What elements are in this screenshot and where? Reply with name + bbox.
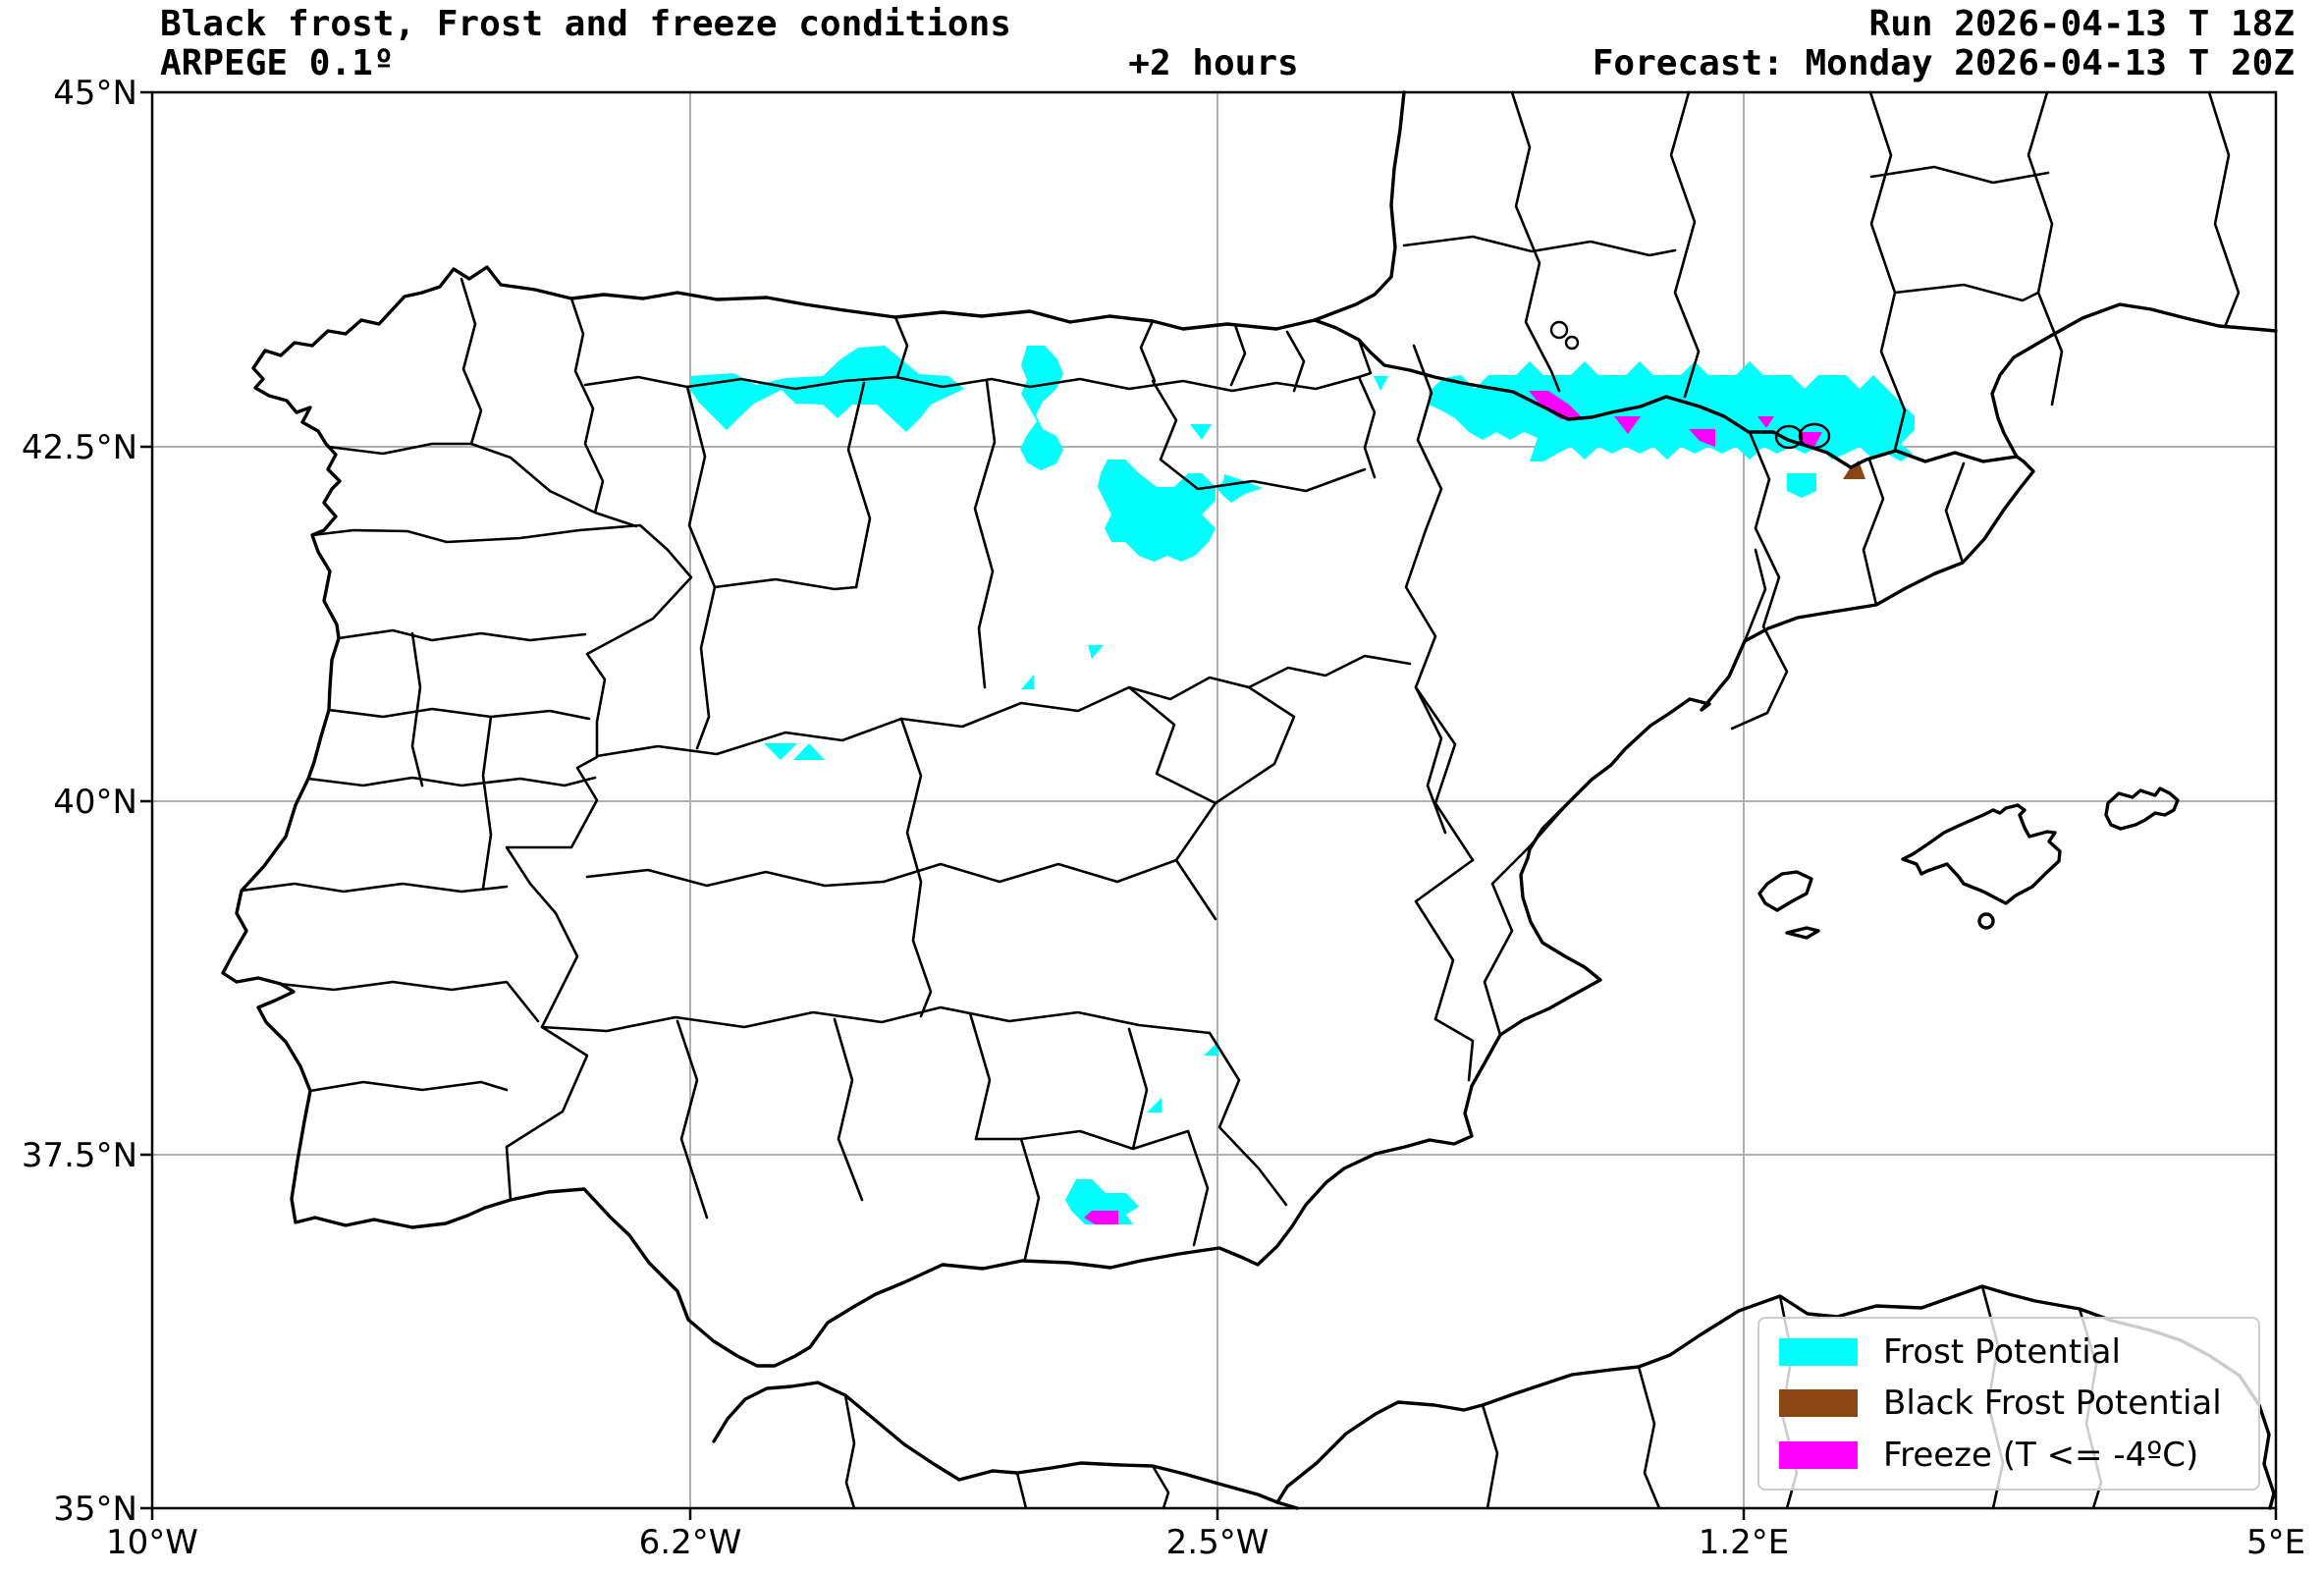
figure-title: Black frost, Frost and freeze conditions (160, 4, 1011, 44)
frost-potential-areas (690, 346, 1915, 1224)
y-tick-45n: 45°N (53, 74, 137, 113)
y-axis-labels: 45°N 42.5°N 40°N 37.5°N 35°N (22, 74, 137, 1529)
map-legend: Frost Potential Black Frost Potential Fr… (1757, 1317, 2260, 1491)
freeze-color-swatch (1779, 1440, 1858, 1469)
frost-color-swatch (1779, 1338, 1858, 1367)
x-axis-labels: 10°W 6.2°W 2.5°W 1.2°E 5°E (106, 1523, 2305, 1562)
x-tick-1-2e: 1.2°E (1699, 1523, 1790, 1562)
legend-label-black-frost: Black Frost Potential (1883, 1383, 2222, 1424)
legend-item-freeze: Freeze (T <= -4ºC) (1779, 1438, 2239, 1472)
black-frost-color-swatch (1779, 1389, 1858, 1418)
lead-time-label: +2 hours (1128, 43, 1299, 83)
axes-frame (140, 90, 2278, 1520)
enclave-rings (1549, 320, 1831, 450)
legend-item-black-frost: Black Frost Potential (1779, 1386, 2239, 1420)
x-tick-2-5w: 2.5°W (1166, 1523, 1270, 1562)
legend-item-frost: Frost Potential (1779, 1335, 2239, 1369)
y-tick-42-5n: 42.5°N (22, 428, 137, 467)
legend-label-freeze: Freeze (T <= -4ºC) (1883, 1435, 2199, 1475)
y-tick-37-5n: 37.5°N (22, 1136, 137, 1175)
x-tick-6-2w: 6.2°W (639, 1523, 742, 1562)
run-label: Run 2026-04-13 T 18Z (1868, 4, 2295, 44)
freeze-areas (1084, 391, 1822, 1224)
x-tick-5e: 5°E (2246, 1523, 2305, 1562)
x-tick-10w: 10°W (106, 1523, 198, 1562)
legend-label-frost: Frost Potential (1883, 1332, 2121, 1373)
forecast-label: Forecast: Monday 2026-04-13 T 20Z (1592, 43, 2295, 83)
y-tick-35n: 35°N (53, 1490, 137, 1529)
black-frost-areas (1843, 461, 1865, 479)
grid-lines (152, 92, 2276, 1508)
y-tick-40n: 40°N (53, 783, 137, 822)
model-label: ARPEGE 0.1º (160, 43, 395, 83)
